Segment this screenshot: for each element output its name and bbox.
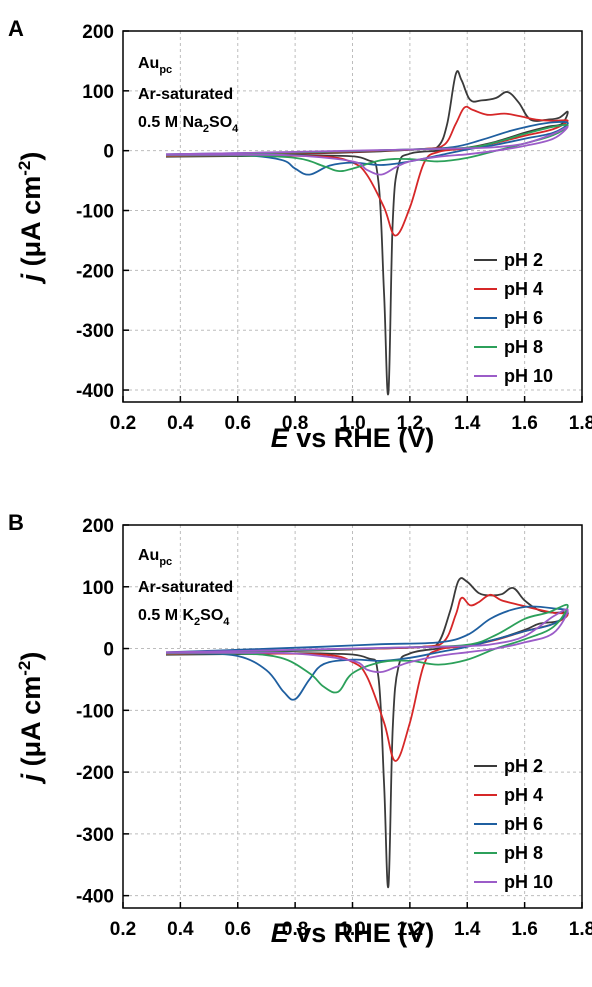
annotation-line2: Ar-saturated xyxy=(138,86,233,103)
y-tick-label: 100 xyxy=(82,578,114,599)
y-tick-label: -300 xyxy=(76,825,114,846)
x-tick-label: 0.8 xyxy=(282,413,308,434)
x-tick-label: 1.6 xyxy=(511,413,537,434)
curves-b xyxy=(165,577,569,889)
x-tick-label: 1.2 xyxy=(397,919,423,940)
x-tick-label: 0.6 xyxy=(225,919,251,940)
legend-b: pH 2 pH 4 pH 6 pH 8 pH 10 xyxy=(474,756,553,892)
y-tick-label: 0 xyxy=(103,640,114,661)
legend-label: pH 2 xyxy=(504,756,543,776)
legend-label: pH 6 xyxy=(504,814,543,834)
y-tick-label: -400 xyxy=(76,887,114,908)
annotation-line3: 0.5 M Na2SO4 xyxy=(138,114,239,135)
annotation-line3: 0.5 M K2SO4 xyxy=(138,607,230,628)
curves-a xyxy=(165,70,569,396)
x-tick-label: 1.4 xyxy=(454,919,481,940)
x-tick-label: 0.2 xyxy=(110,919,136,940)
ticks-b: 0.2 0.4 0.6 0.8 1.0 1.2 1.4 1.6 1.8 200 100 0 -100 -2… xyxy=(76,516,592,940)
annotation-line1: Aupc xyxy=(138,55,172,76)
x-tick-label: 1.0 xyxy=(339,413,365,434)
legend-label: pH 2 xyxy=(504,250,543,270)
y-tick-label: -400 xyxy=(76,381,114,402)
y-tick-label: -100 xyxy=(76,701,114,722)
y-tick-label: 100 xyxy=(82,82,114,103)
x-tick-label: 0.4 xyxy=(167,413,194,434)
panel-b: B 0.2 0.4 0.6 0.8 1.0 1.2 1.4 1.6 1.8 200 100 0 -100… xyxy=(8,510,592,948)
legend-a: pH 2 pH 4 pH 6 pH 8 pH 10 xyxy=(474,250,553,386)
legend-label: pH 8 xyxy=(504,843,543,863)
x-tick-label: 0.6 xyxy=(225,413,251,434)
y-tick-label: -200 xyxy=(76,763,114,784)
y-axis-label-b: j (μA cm-2) xyxy=(15,652,46,785)
annotation-line1: Aupc xyxy=(138,547,172,568)
ticks-a: 0.2 0.4 0.6 0.8 1.0 1.2 1.4 1.6 1.8 200 100 0 -100 -2… xyxy=(76,22,592,434)
panel-letter-a: A xyxy=(8,16,24,41)
series-line xyxy=(165,125,569,176)
legend-label: pH 10 xyxy=(504,872,553,892)
x-tick-label: 1.8 xyxy=(569,919,592,940)
x-tick-label: 1.0 xyxy=(339,919,365,940)
panel-a: A 0.2 0.4 0.6 0.8 1.0 1.2 1.4 1.6 1.8 200 100 0 -100… xyxy=(8,16,592,453)
y-tick-label: -200 xyxy=(76,261,114,282)
x-tick-label: 1.4 xyxy=(454,413,481,434)
y-tick-label: -300 xyxy=(76,321,114,342)
series-line xyxy=(165,593,569,762)
x-tick-label: 0.2 xyxy=(110,413,136,434)
y-tick-label: 200 xyxy=(82,516,114,537)
x-tick-label: 0.4 xyxy=(167,919,194,940)
series-line xyxy=(165,608,569,674)
legend-label: pH 6 xyxy=(504,308,543,328)
x-axis-label-a: E vs RHE (V) xyxy=(271,423,435,453)
y-tick-label: 200 xyxy=(82,22,114,43)
series-line xyxy=(165,70,569,396)
x-tick-label: 0.8 xyxy=(282,919,308,940)
x-tick-label: 1.8 xyxy=(569,413,592,434)
legend-label: pH 10 xyxy=(504,366,553,386)
x-tick-label: 1.2 xyxy=(397,413,423,434)
legend-label: pH 8 xyxy=(504,337,543,357)
y-axis-label-a: j (μA cm-2) xyxy=(15,152,46,285)
annotation-b: Aupc Ar-saturated 0.5 M K2SO4 xyxy=(138,547,233,628)
annotation-line2: Ar-saturated xyxy=(138,579,233,596)
x-axis-label-b: E vs RHE (V) xyxy=(271,918,435,948)
panel-letter-b: B xyxy=(8,510,24,535)
legend-label: pH 4 xyxy=(504,279,543,299)
annotation-a: Aupc Ar-saturated 0.5 M Na2SO4 xyxy=(138,55,239,135)
legend-label: pH 4 xyxy=(504,785,543,805)
y-tick-label: -100 xyxy=(76,202,114,223)
y-tick-label: 0 xyxy=(103,142,114,163)
series-line xyxy=(165,605,569,701)
x-tick-label: 1.6 xyxy=(511,919,537,940)
